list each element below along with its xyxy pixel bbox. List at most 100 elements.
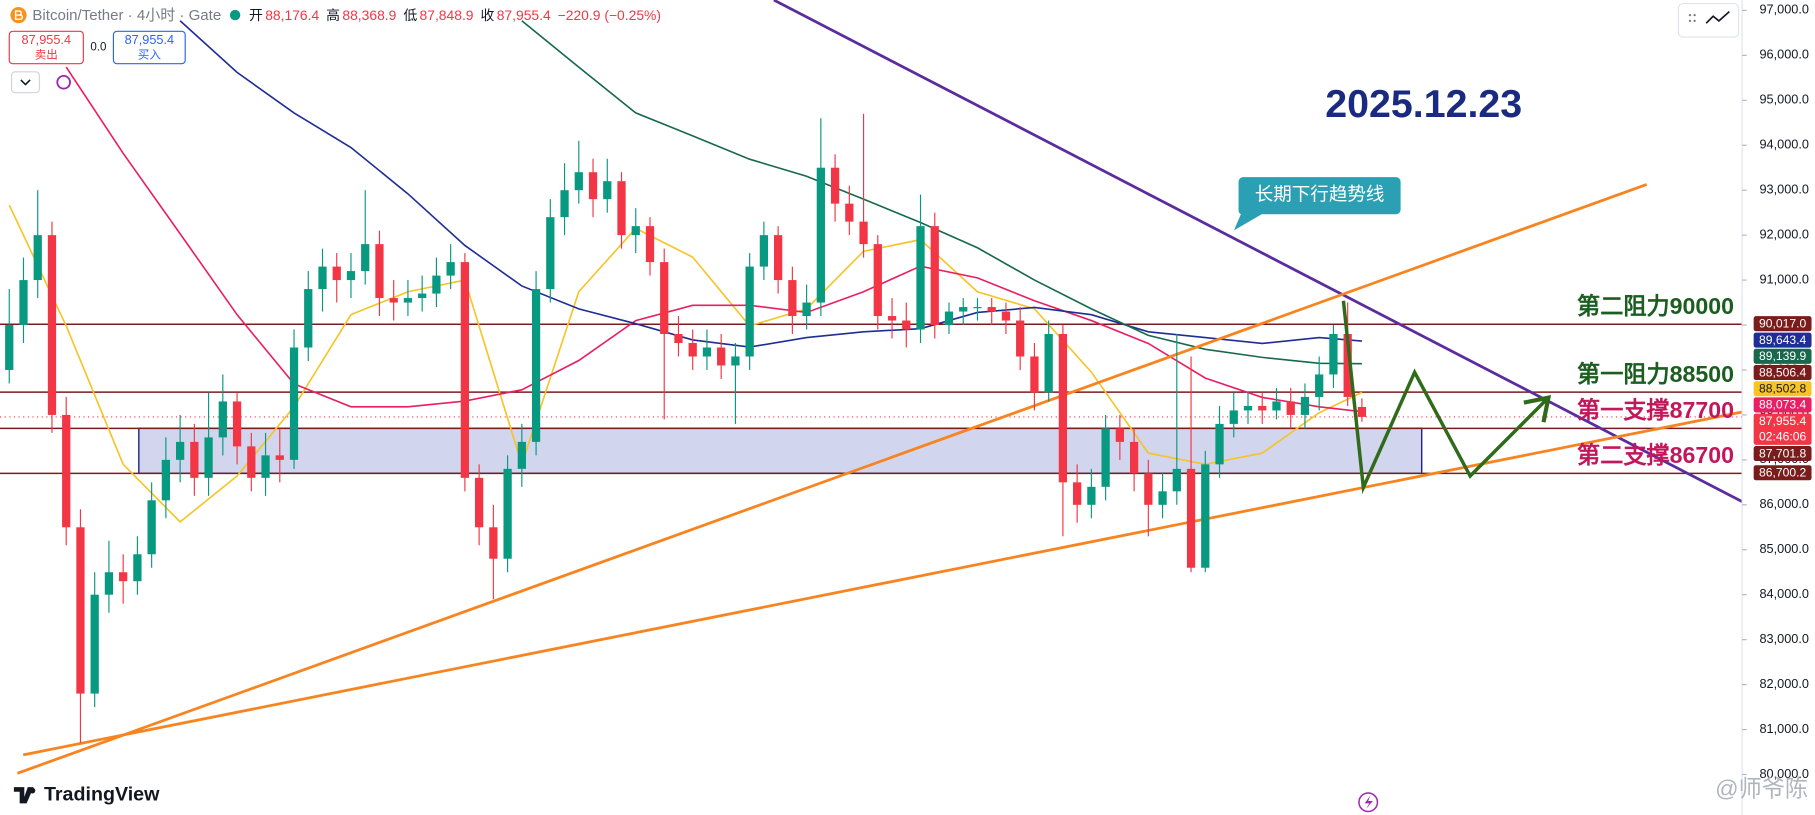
candle-body (389, 298, 398, 303)
collapse-toggle[interactable] (10, 71, 40, 94)
candle-body (346, 271, 356, 281)
candle-body (1343, 334, 1352, 397)
price-badge (1753, 413, 1812, 445)
y-tick-label: 81,000.0 (1759, 721, 1809, 736)
candle-body (489, 527, 498, 559)
price-badge-label: 89,643.4 (1759, 333, 1807, 347)
price-badge (1753, 316, 1812, 332)
candle-body (503, 468, 512, 559)
candle-body (688, 343, 697, 357)
candle-body (845, 203, 854, 222)
y-tick-label: 86,000.0 (1759, 496, 1809, 511)
candle-body (247, 446, 256, 478)
trend-line (773, 0, 1743, 504)
watermark: @师爷陈 (1715, 776, 1808, 802)
price-badge (1753, 348, 1812, 364)
buy-label: 买入 (138, 49, 162, 62)
candle-body (161, 459, 171, 501)
price-badge (1753, 364, 1812, 381)
symbol[interactable]: Bitcoin/Tether · 4小时 · Gate (32, 7, 221, 24)
ohlc-label: 低 (403, 7, 417, 23)
candle-body (816, 167, 825, 303)
candle-body (830, 167, 840, 204)
candle-body (33, 235, 42, 281)
candle-body (1215, 423, 1224, 465)
candle-body (90, 594, 99, 694)
candle-body (133, 554, 142, 582)
coin-icon-mark (14, 10, 24, 20)
candle-body (1001, 311, 1011, 321)
candle-body (460, 262, 470, 478)
price-badge-label: 87,701.8 (1759, 446, 1807, 460)
price-badge (1753, 332, 1812, 348)
candle-body (304, 289, 313, 348)
y-tick-label: 82,000.0 (1759, 676, 1809, 691)
candle-body (702, 347, 712, 357)
candle-body (1172, 468, 1181, 492)
candle-body (1286, 401, 1295, 415)
trend-line (22, 410, 1743, 757)
ohlc-value: 87,955.4 (497, 7, 551, 23)
level-note: 第二支撑86700 (1577, 442, 1734, 468)
ohlc-value: 87,848.9 (420, 7, 474, 23)
candle-body (959, 307, 968, 312)
sell-button[interactable] (8, 30, 84, 65)
candle-body (218, 401, 227, 438)
candle-body (645, 226, 655, 263)
candle-body (104, 572, 114, 595)
support-zone (138, 427, 1423, 475)
y-tick-label: 83,000.0 (1759, 631, 1809, 646)
sell-price: 87,955.4 (22, 32, 72, 47)
price-badge (1753, 465, 1812, 481)
candle-body (859, 221, 868, 245)
level-note: 第二阻力90000 (1577, 293, 1734, 319)
candle-body (1186, 468, 1196, 568)
toolbar-dot (1693, 13, 1696, 17)
price-badge-label: 87,955.4 (1759, 414, 1807, 428)
plot-area (0, 0, 1743, 775)
y-tick-label: 91,000.0 (1759, 271, 1809, 286)
candle-body (759, 235, 769, 267)
projection-path (1341, 300, 1552, 495)
y-tick-label: 85,000.0 (1759, 541, 1809, 556)
ohlc-label: 高 (326, 7, 340, 23)
candle-body (261, 455, 270, 478)
candle-body (1129, 441, 1139, 474)
candle-body (275, 455, 284, 460)
chart-title: 2025.12.23 (1325, 82, 1522, 126)
candle-body (731, 356, 740, 366)
candle-body (517, 441, 526, 469)
candle-body (887, 316, 897, 321)
toolbar-icon (1705, 11, 1730, 24)
level-note: 第一阻力88500 (1577, 361, 1734, 387)
candle-body (1016, 320, 1025, 357)
y-tick-label: 92,000.0 (1759, 226, 1809, 241)
candle-body (774, 235, 783, 281)
candle-body (1258, 405, 1267, 411)
candle-body (1115, 428, 1124, 442)
candle-body (1073, 482, 1082, 505)
candle-body (560, 190, 569, 218)
buy-button[interactable] (112, 30, 186, 65)
y-tick-label: 97,000.0 (1759, 2, 1809, 17)
status-dot (229, 9, 241, 21)
candle-body (660, 262, 669, 335)
candle-body (1101, 428, 1110, 487)
candle-body (47, 235, 57, 415)
logo-icon-dot (29, 787, 36, 794)
candle-body (603, 181, 612, 200)
price-badge (1753, 381, 1812, 397)
candle-body (574, 172, 583, 191)
refresh-icon[interactable] (56, 74, 71, 90)
candle-body (930, 226, 939, 326)
toolbar-dot (1688, 19, 1692, 23)
y-tick-label: 84,000.0 (1759, 586, 1809, 601)
candle-body (1243, 405, 1253, 411)
candle-body (375, 244, 384, 299)
candle-body (1300, 396, 1310, 415)
logo-text[interactable]: TradingView (44, 783, 160, 805)
moving-average (8, 204, 1363, 523)
